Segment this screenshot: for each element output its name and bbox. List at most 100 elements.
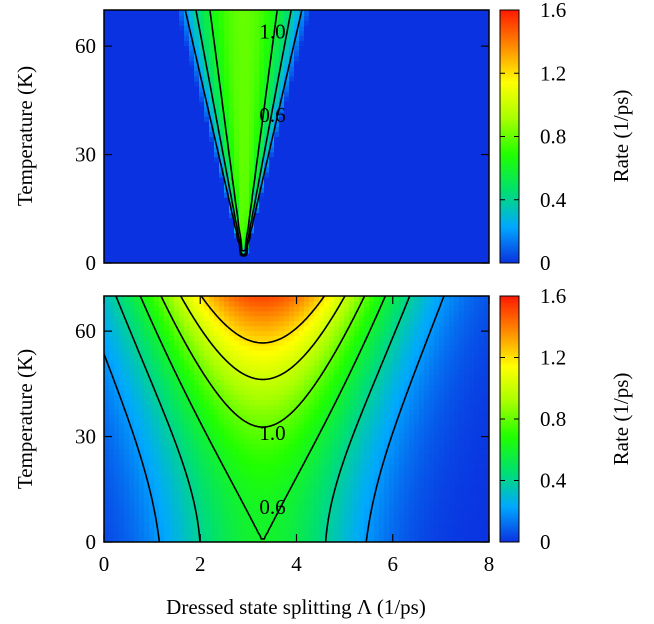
heatmap-cell <box>234 121 240 127</box>
heatmap-cell <box>414 116 420 122</box>
heatmap-cell <box>389 80 395 87</box>
heatmap-cell <box>139 197 145 203</box>
heatmap-cell <box>144 116 150 122</box>
heatmap-cell <box>134 111 140 117</box>
heatmap-cell <box>379 75 385 82</box>
heatmap-cell <box>224 15 230 21</box>
heatmap-cell <box>479 532 485 538</box>
heatmap-cell <box>224 111 230 117</box>
heatmap-cell <box>469 478 475 484</box>
heatmap-cell <box>409 207 415 213</box>
heatmap-cell <box>434 70 440 77</box>
heatmap-cell <box>289 141 295 148</box>
heatmap-cell <box>279 252 285 259</box>
heatmap-cell <box>204 217 210 224</box>
heatmap-cell <box>419 96 425 102</box>
heatmap-cell <box>419 237 425 244</box>
heatmap-cell <box>214 478 220 484</box>
heatmap-cell <box>479 20 485 26</box>
heatmap-cell <box>239 212 245 219</box>
heatmap-cell <box>264 126 270 133</box>
heatmap-cell <box>209 166 215 173</box>
heatmap-cell <box>394 507 400 514</box>
heatmap-cell <box>334 85 340 92</box>
heatmap-cell <box>174 532 180 538</box>
heatmap-cell <box>379 252 385 259</box>
heatmap-cell <box>249 35 255 41</box>
heatmap-cell <box>404 517 410 523</box>
heatmap-cell <box>259 106 265 112</box>
heatmap-cell <box>209 136 215 143</box>
heatmap-cell <box>124 227 130 234</box>
heatmap-cell <box>329 232 335 239</box>
heatmap-cell <box>389 166 395 173</box>
heatmap-cell <box>214 487 220 494</box>
heatmap-cell <box>479 40 485 47</box>
heatmap-cell <box>284 532 290 538</box>
heatmap-cell <box>364 131 370 138</box>
heatmap-cell <box>389 176 395 183</box>
heatmap-cell <box>299 252 305 259</box>
heatmap-cell <box>369 65 375 72</box>
heatmap-cell <box>264 527 270 533</box>
heatmap-cell <box>249 478 255 484</box>
heatmap-cell <box>314 192 320 198</box>
heatmap-cell <box>139 55 145 62</box>
heatmap-cell <box>484 512 489 518</box>
heatmap-cell <box>269 96 275 102</box>
heatmap-cell <box>309 131 315 138</box>
heatmap-cell <box>154 171 160 178</box>
heatmap-cell <box>364 90 370 97</box>
heatmap-cell <box>414 487 420 494</box>
heatmap-cell <box>309 70 315 77</box>
heatmap-cell <box>414 161 420 168</box>
heatmap-cell <box>129 207 135 213</box>
heatmap-cell <box>259 136 265 143</box>
heatmap-cell <box>344 512 350 518</box>
heatmap-cell <box>424 45 430 52</box>
heatmap-cell <box>474 473 480 479</box>
heatmap-cell <box>164 237 170 244</box>
heatmap-cell <box>354 90 360 97</box>
heatmap-cell <box>199 222 205 229</box>
heatmap-cell <box>479 482 485 489</box>
heatmap-cell <box>309 532 315 538</box>
heatmap-cell <box>454 182 460 188</box>
heatmap-cell <box>184 202 190 208</box>
heatmap-cell <box>444 532 450 538</box>
heatmap-cell <box>349 166 355 173</box>
heatmap-cell <box>304 232 310 239</box>
heatmap-cell <box>474 207 480 213</box>
heatmap-cell <box>364 65 370 72</box>
heatmap-cell <box>249 532 255 538</box>
heatmap-cell <box>109 96 115 102</box>
heatmap-cell <box>199 126 205 133</box>
heatmap-cell <box>279 232 285 239</box>
heatmap-cell <box>339 50 345 57</box>
heatmap-cell <box>234 111 240 117</box>
heatmap-cell <box>354 111 360 117</box>
heatmap-cell <box>349 482 355 489</box>
heatmap-cell <box>449 187 455 193</box>
heatmap-cell <box>199 247 205 254</box>
heatmap-cell <box>269 90 275 97</box>
heatmap-cell <box>179 116 185 122</box>
heatmap-cell <box>384 80 390 87</box>
heatmap-cell <box>164 55 170 62</box>
heatmap-cell <box>284 478 290 484</box>
heatmap-cell <box>449 507 455 514</box>
heatmap-cell <box>109 507 115 514</box>
heatmap-cell <box>429 131 435 138</box>
heatmap-cell <box>319 512 325 518</box>
heatmap-cell <box>184 101 190 107</box>
heatmap-cell <box>424 60 430 67</box>
heatmap-cell <box>224 176 230 183</box>
heatmap-cell <box>279 121 285 127</box>
heatmap-cell <box>304 45 310 52</box>
heatmap-cell <box>439 187 445 193</box>
heatmap-cell <box>349 478 355 484</box>
heatmap-cell <box>259 85 265 92</box>
heatmap-cell <box>234 537 240 542</box>
heatmap-cell <box>184 60 190 67</box>
heatmap-cell <box>409 146 415 153</box>
